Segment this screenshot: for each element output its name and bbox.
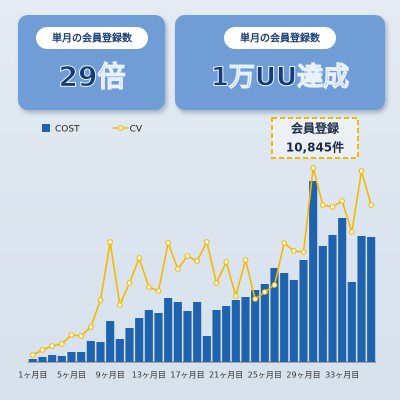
bar xyxy=(154,313,163,362)
point xyxy=(252,296,259,302)
card: 単月の会員登録数 29倍 xyxy=(18,15,165,110)
point xyxy=(126,280,133,286)
bar xyxy=(270,268,279,362)
bar xyxy=(251,290,260,362)
pill xyxy=(36,27,148,49)
legend-label: COST xyxy=(55,125,80,135)
point xyxy=(184,253,191,259)
bar xyxy=(222,306,231,362)
bar xyxy=(289,280,298,362)
point xyxy=(223,259,230,265)
bar xyxy=(96,342,105,362)
x-tick-label: 13ヶ月目 xyxy=(132,371,166,380)
card: 単月の会員登録数 1万UU達成 xyxy=(175,15,385,110)
bar xyxy=(309,181,318,362)
bar xyxy=(328,235,337,362)
bar xyxy=(164,298,173,362)
bar xyxy=(357,236,366,362)
point xyxy=(319,202,326,208)
annotation-box xyxy=(271,117,359,159)
point xyxy=(116,302,123,308)
point xyxy=(145,284,152,290)
point xyxy=(68,332,75,338)
point xyxy=(49,343,56,349)
bar xyxy=(202,336,211,362)
bar xyxy=(125,328,134,362)
point xyxy=(310,165,317,171)
point xyxy=(194,258,201,264)
x-tick-label: 17ヶ月目 xyxy=(170,371,204,380)
bar xyxy=(38,357,47,362)
point xyxy=(97,297,104,303)
point xyxy=(300,249,307,255)
bar xyxy=(135,318,144,362)
bar xyxy=(48,355,57,362)
pill xyxy=(224,27,336,49)
bar xyxy=(299,260,308,362)
card-headline: 1万UU達成 xyxy=(211,63,349,93)
legend-swatch xyxy=(42,124,50,132)
point xyxy=(78,333,85,339)
legend-swatch xyxy=(117,125,124,131)
point xyxy=(348,229,355,235)
point xyxy=(261,289,268,295)
bar xyxy=(86,341,95,362)
bar xyxy=(241,297,250,362)
point xyxy=(39,347,46,353)
point xyxy=(107,239,114,245)
legend-label: CV xyxy=(130,125,143,135)
point xyxy=(165,240,172,246)
bar xyxy=(347,282,356,362)
x-tick-label: 9ヶ月目 xyxy=(96,371,125,380)
x-tick-label: 1ヶ月目 xyxy=(18,371,47,380)
point xyxy=(213,280,220,286)
x-tick-label: 25ヶ月目 xyxy=(248,371,282,380)
annotation: 10,845件 xyxy=(286,140,344,155)
bar xyxy=(183,311,192,362)
card-label: 単月の会員登録数 xyxy=(240,32,321,45)
point xyxy=(136,255,143,261)
bar xyxy=(193,302,202,362)
bar xyxy=(67,352,76,362)
card-label: 単月の会員登録数 xyxy=(52,32,133,45)
x-tick-label: 21ヶ月目 xyxy=(209,371,243,380)
point xyxy=(242,257,249,263)
point xyxy=(155,288,162,294)
point xyxy=(358,168,365,174)
point xyxy=(329,204,336,210)
point xyxy=(29,352,36,358)
point xyxy=(290,248,297,254)
bar xyxy=(173,302,182,362)
bar xyxy=(144,310,153,362)
bar xyxy=(318,246,327,362)
point xyxy=(281,240,288,246)
point xyxy=(271,282,278,288)
bar xyxy=(367,237,376,362)
bar xyxy=(57,356,66,362)
bar xyxy=(280,273,289,362)
bar xyxy=(28,359,37,362)
bar xyxy=(106,321,115,362)
bar xyxy=(115,339,124,362)
annotation: 会員登録 xyxy=(291,121,340,136)
point xyxy=(87,324,94,330)
x-tick-label: 29ヶ月目 xyxy=(286,371,320,380)
x-tick-label: 5ヶ月目 xyxy=(57,371,86,380)
bar xyxy=(338,218,347,362)
point xyxy=(203,239,210,245)
card-headline: 29倍 xyxy=(59,60,126,93)
bar xyxy=(260,284,269,362)
point xyxy=(174,266,181,272)
bar xyxy=(231,300,240,362)
bar xyxy=(77,352,86,362)
point xyxy=(339,198,346,204)
bar xyxy=(212,310,221,362)
x-tick-label: 33ヶ月目 xyxy=(325,371,359,380)
point xyxy=(368,202,375,208)
point xyxy=(232,293,239,299)
point xyxy=(58,341,65,347)
